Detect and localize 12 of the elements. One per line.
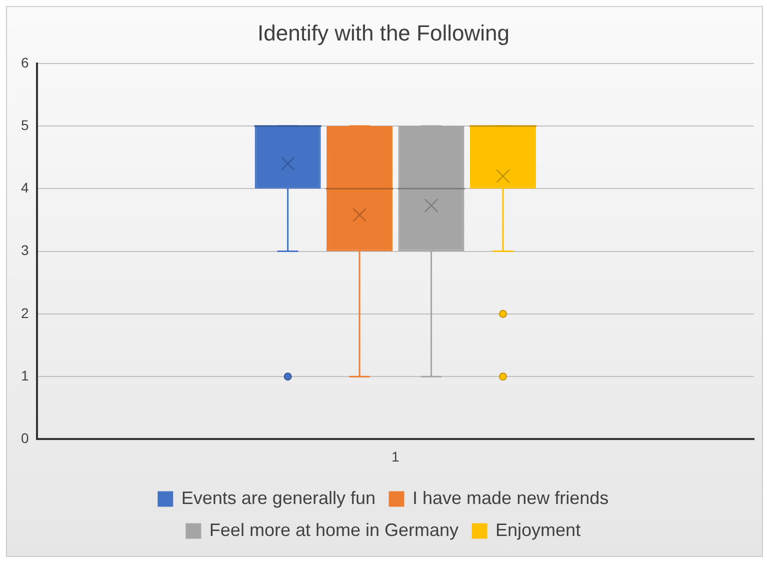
y-tick-label: 0 (20, 430, 29, 446)
y-tick-label: 2 (20, 304, 29, 321)
y-tick-label: 5 (20, 116, 29, 133)
y-tick-label: 4 (20, 180, 29, 196)
legend-label: Feel more at home in Germany (209, 520, 459, 540)
legend-label: I have made new friends (412, 488, 609, 508)
y-tick-label: 6 (20, 54, 29, 70)
y-tick-label: 3 (20, 242, 29, 258)
legend-label: Events are generally fun (181, 488, 376, 508)
chart-title: Identify with the Following (258, 20, 510, 46)
legend-label: Enjoyment (496, 520, 581, 540)
y-tick-label: 1 (20, 367, 29, 384)
